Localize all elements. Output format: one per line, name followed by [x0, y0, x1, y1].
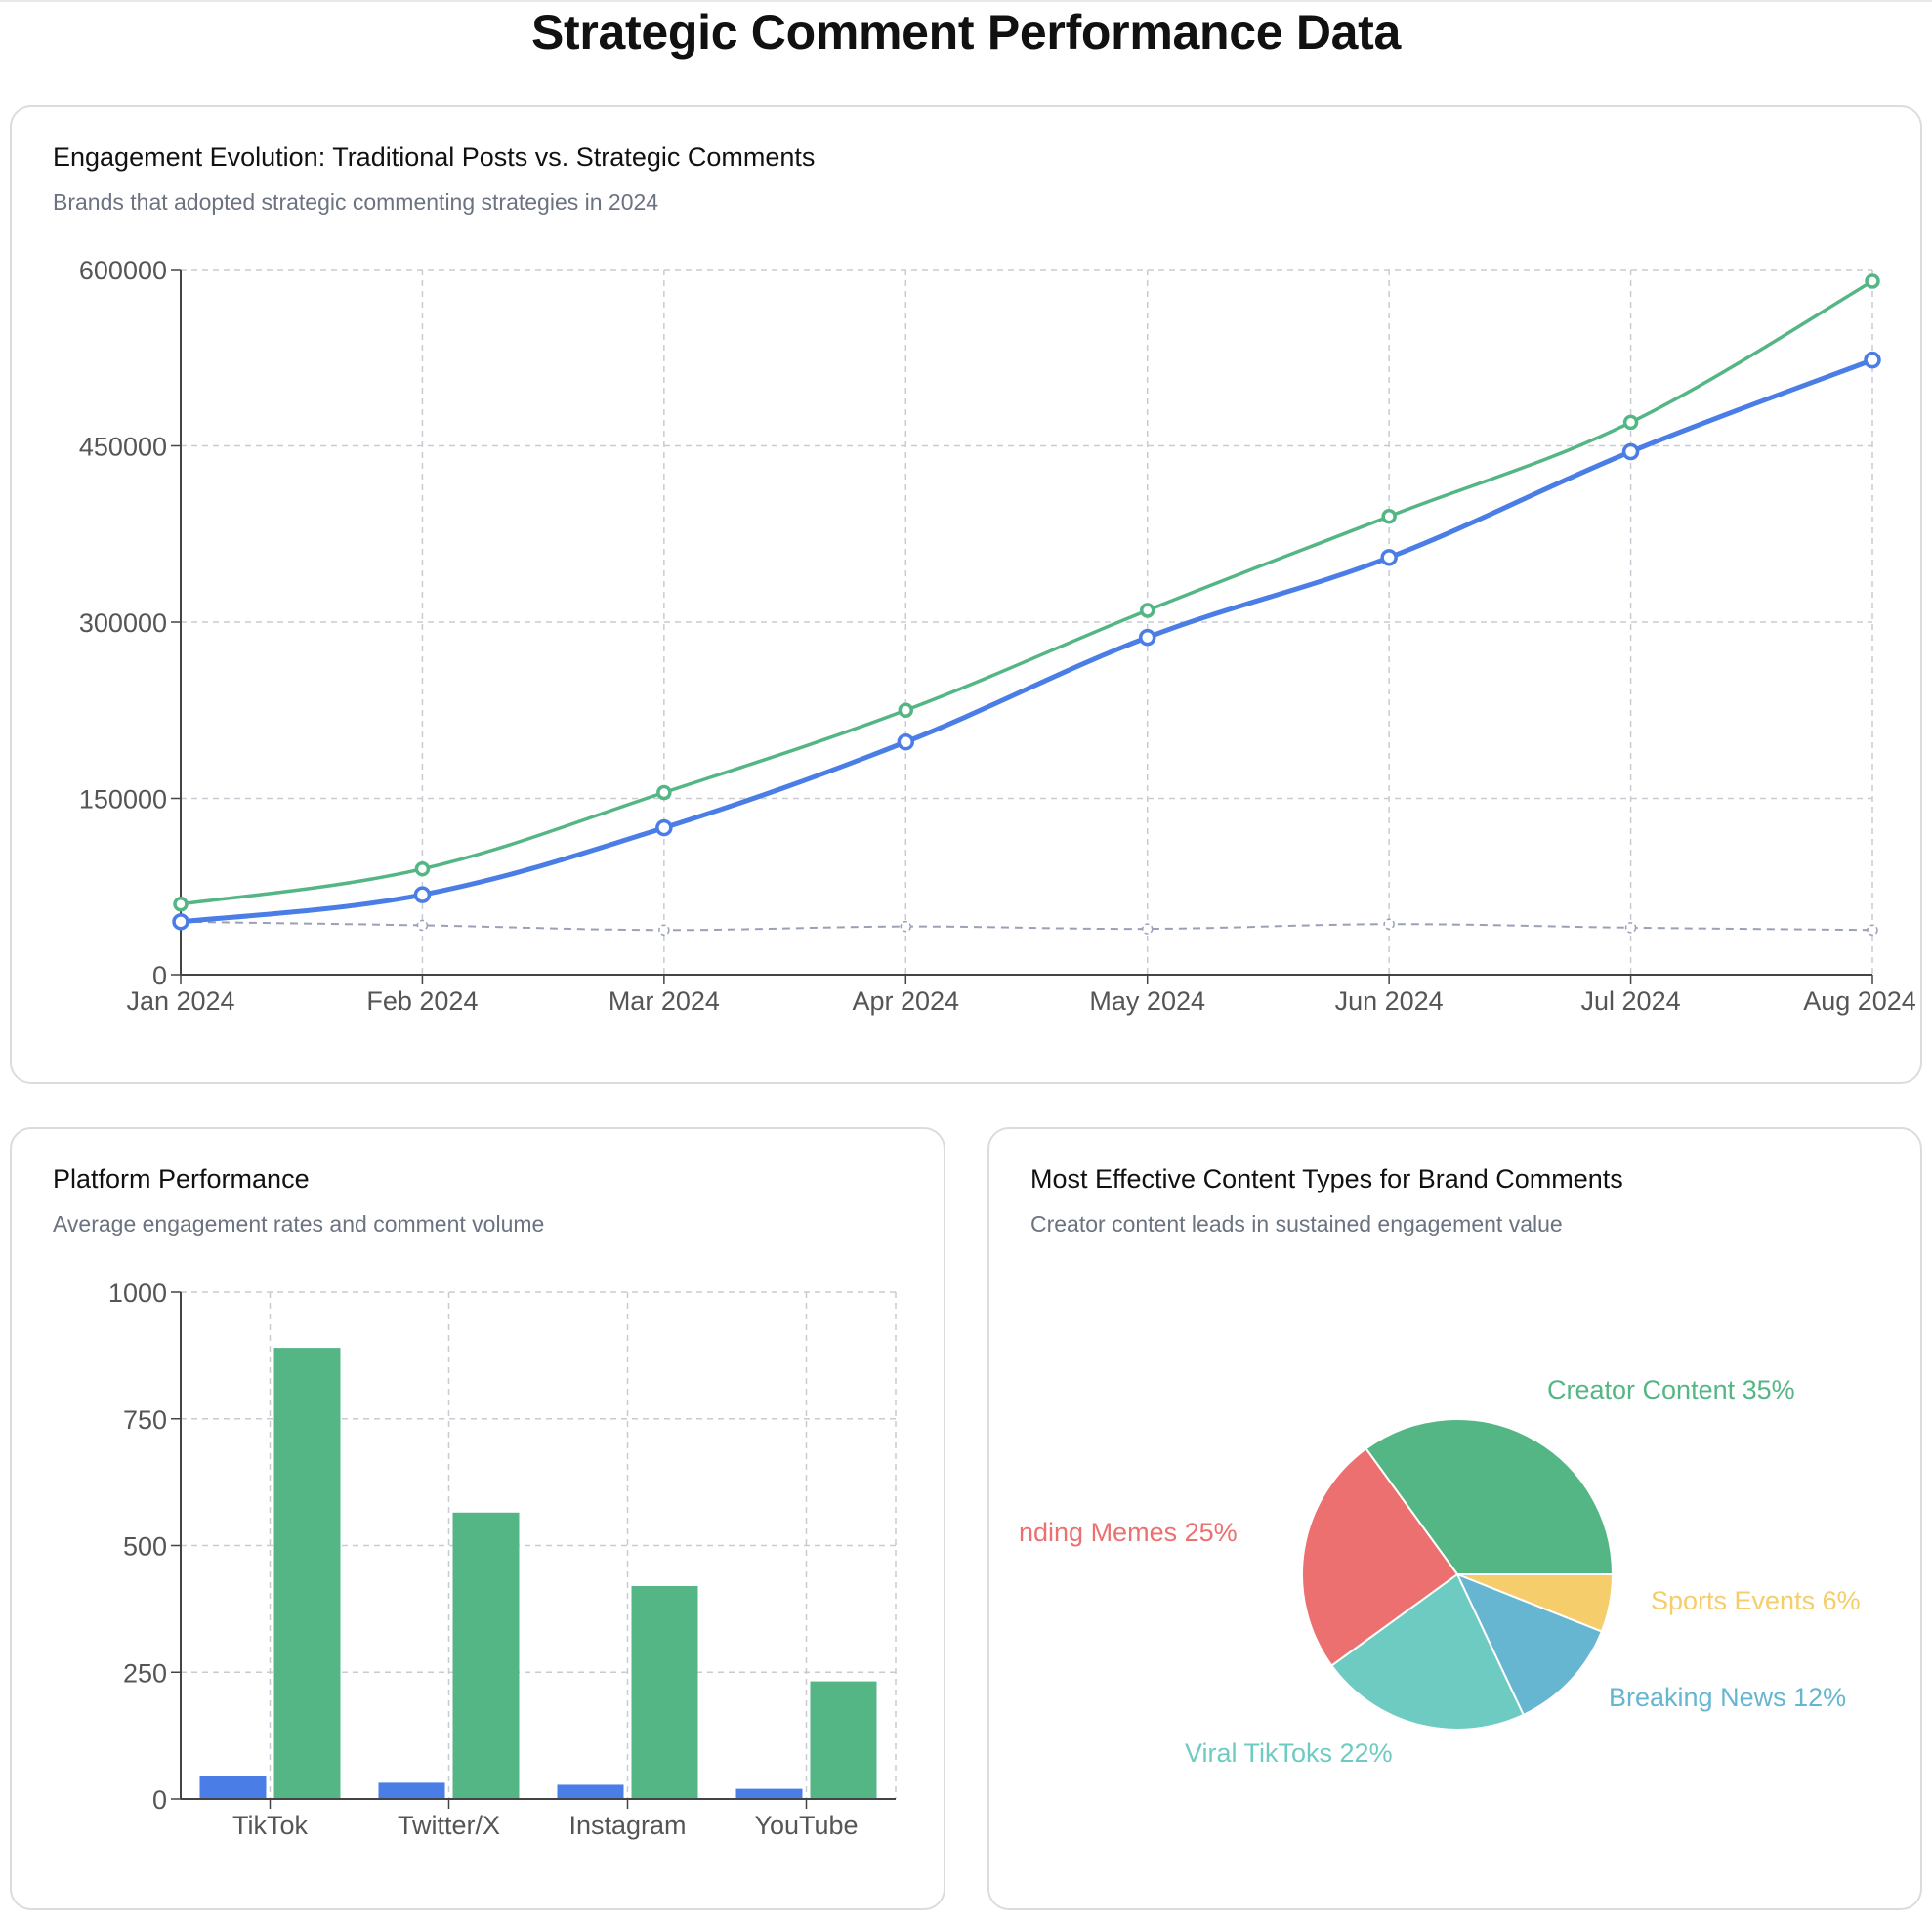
- pie-label: Breaking News 12%: [1609, 1683, 1846, 1712]
- data-point: [414, 860, 431, 877]
- y-tick-label: 150000: [79, 785, 167, 815]
- data-point: [413, 886, 432, 903]
- data-point: [656, 784, 672, 801]
- bar-twitterx-engagement-rate: [378, 1782, 445, 1799]
- bar-youtube-comment-volume: [810, 1681, 877, 1799]
- data-point: [1141, 923, 1154, 935]
- y-tick-label: 300000: [79, 608, 167, 638]
- data-point: [1621, 442, 1640, 461]
- pie-chart-subtitle: Creator content leads in sustained engag…: [1030, 1211, 1563, 1236]
- bar-instagram-engagement-rate: [557, 1784, 624, 1799]
- x-tick-label: Jun 2024: [1335, 986, 1444, 1016]
- x-tick-label: May 2024: [1089, 986, 1205, 1016]
- series-line-combined: [180, 357, 1873, 925]
- y-tick-label: 750: [123, 1405, 167, 1435]
- data-point: [1381, 508, 1397, 524]
- data-point: [658, 924, 670, 937]
- x-tick-label: Jul 2024: [1581, 986, 1681, 1016]
- pie-slice-breaking-news: [1455, 1572, 1604, 1717]
- top-rule: [0, 0, 1932, 2]
- x-tick-label: Mar 2024: [609, 986, 720, 1016]
- pie-chart-title: Most Effective Content Types for Brand C…: [1030, 1164, 1623, 1193]
- series-line-strategic-comments: [180, 279, 1873, 906]
- bar-chart: 0 250 500 750 1000 TikTok Twitter/X Instagram Yo…: [108, 1278, 897, 1840]
- bar-chart-subtitle: Average engagement rates and comment vol…: [53, 1211, 545, 1236]
- data-point: [1865, 273, 1880, 289]
- x-tick-label: Twitter/X: [398, 1811, 500, 1840]
- x-tick-label: Feb 2024: [366, 986, 478, 1016]
- pie-label: nding Memes 25%: [1019, 1518, 1238, 1547]
- bar-instagram-comment-volume: [631, 1586, 698, 1799]
- series-line-traditional-posts: [180, 920, 1873, 932]
- data-point: [173, 897, 189, 912]
- data-point: [1624, 922, 1637, 934]
- x-tick-label: Instagram: [568, 1811, 686, 1840]
- data-point: [416, 919, 429, 932]
- pie-chart-card: Most Effective Content Types for Brand C…: [987, 1127, 1922, 1910]
- pie-slice-creator-content: [1365, 1418, 1615, 1575]
- x-tick-label: Aug 2024: [1803, 986, 1916, 1016]
- y-tick-label: 600000: [79, 256, 167, 285]
- data-point: [655, 818, 673, 837]
- x-tick-label: Jan 2024: [126, 986, 234, 1016]
- pie-slice-viral-tiktoks: [1329, 1572, 1526, 1731]
- bar-youtube-engagement-rate: [735, 1788, 803, 1799]
- y-tick-label: 450000: [79, 433, 167, 462]
- bar-chart-title: Platform Performance: [53, 1164, 310, 1193]
- data-point: [1622, 414, 1639, 431]
- y-tick-label: 1000: [108, 1278, 167, 1308]
- bar-twitterx-comment-volume: [452, 1512, 520, 1799]
- line-chart-card: Engagement Evolution: Traditional Posts …: [10, 105, 1922, 1084]
- x-tick-label: Apr 2024: [852, 986, 959, 1016]
- pie-chart: Creator Content 35% Sports Events 6% Break…: [1019, 1375, 1861, 1768]
- data-point: [1138, 628, 1156, 647]
- line-chart: 0 150000 300000 450000 600000 Jan 2024 Feb 202…: [79, 256, 1916, 1016]
- bar-tiktok-engagement-rate: [199, 1776, 267, 1799]
- bar-chart-card: Platform Performance Average engagement …: [10, 1127, 945, 1910]
- line-chart-grid: [181, 269, 1873, 975]
- page-title: Strategic Comment Performance Data: [530, 5, 1402, 60]
- y-tick-label: 0: [152, 961, 167, 990]
- pie-label: Viral TikToks 22%: [1185, 1738, 1393, 1768]
- line-chart-subtitle: Brands that adopted strategic commenting…: [53, 189, 659, 215]
- pie-label: Creator Content 35%: [1547, 1375, 1795, 1404]
- data-point: [898, 702, 914, 718]
- data-point: [900, 920, 912, 933]
- data-point: [1864, 351, 1881, 369]
- line-chart-title: Engagement Evolution: Traditional Posts …: [53, 143, 816, 172]
- data-point: [1380, 549, 1398, 566]
- data-point: [1867, 924, 1878, 937]
- data-point: [1383, 918, 1395, 931]
- data-point: [897, 732, 915, 751]
- x-tick-label: TikTok: [232, 1811, 309, 1840]
- x-tick-label: YouTube: [754, 1811, 858, 1840]
- y-tick-label: 250: [123, 1658, 167, 1688]
- data-point: [1139, 603, 1155, 618]
- pie-label: Sports Events 6%: [1651, 1586, 1861, 1615]
- data-point: [172, 913, 189, 931]
- bar-tiktok-comment-volume: [273, 1348, 341, 1799]
- pie-slice-trending-memes: [1301, 1446, 1459, 1667]
- y-tick-label: 0: [152, 1785, 167, 1815]
- y-tick-label: 500: [123, 1532, 167, 1562]
